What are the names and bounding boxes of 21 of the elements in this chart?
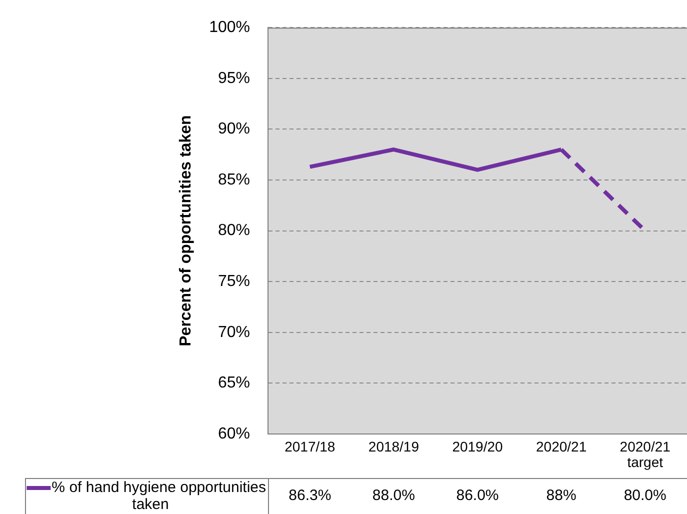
data-label: 86.3% [288, 487, 332, 504]
y-tick-label: 80% [218, 222, 250, 240]
y-tick-label: 70% [218, 324, 250, 341]
data-label: 86.0% [456, 487, 499, 504]
y-tick-label: 85% [218, 171, 250, 188]
y-tick-label: 95% [218, 70, 250, 87]
x-tick-label: 2018/19 [368, 438, 420, 455]
y-tick-label: 60% [218, 425, 250, 442]
data-label: 88% [546, 487, 576, 504]
y-axis-title: Percent of opportunities taken [177, 115, 194, 346]
y-tick-label: 65% [218, 374, 250, 392]
x-tick-label: 2017/18 [284, 438, 336, 455]
x-tick-label: 2020/21 target [620, 438, 671, 470]
x-tick-label: 2019/20 [452, 438, 504, 455]
y-tick-label: 90% [218, 120, 250, 138]
legend-label: % of hand hygiene opportunities taken [52, 479, 266, 514]
y-tick-label: 75% [218, 273, 250, 290]
x-tick-label: 2020/21 [536, 438, 587, 455]
y-tick-label: 100% [209, 19, 250, 36]
data-label: 80.0% [624, 487, 666, 504]
data-label: 88.0% [372, 487, 415, 504]
